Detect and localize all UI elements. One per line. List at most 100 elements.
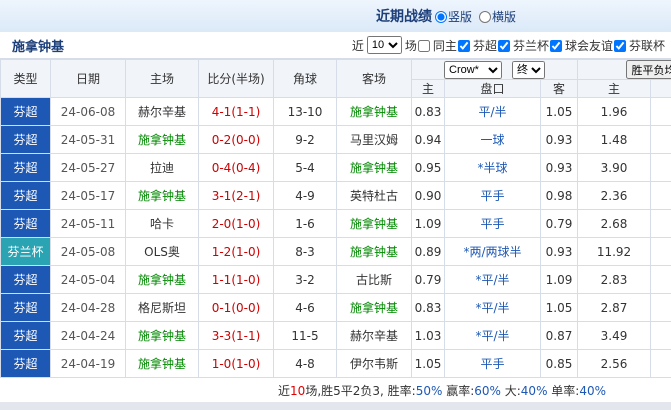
cell: 3-2: [273, 265, 337, 294]
cell: 0.79: [540, 209, 578, 238]
column-header: 角球: [273, 59, 337, 98]
cell: 1.05: [411, 349, 445, 378]
title-bar: 近期战绩 竖版 横版: [0, 0, 671, 32]
cell: [650, 265, 671, 294]
cell: 1.05: [540, 97, 578, 126]
filter-checkbox[interactable]: [549, 39, 562, 52]
cell: OLS奥: [125, 237, 199, 266]
match-row: 芬兰杯 24-05-08 OLS奥 1-2(1-0) 8-3 施拿钟基 0.89 *两/两球半…: [0, 237, 671, 266]
subcolumn-header: 主: [577, 79, 651, 98]
summary-part: 赢率:: [442, 384, 475, 398]
column-header: 类型: [0, 59, 51, 98]
column-header: 比分(半场): [198, 59, 274, 98]
toolbar: 施拿钟基 近 10 场 同主 芬超 芬兰杯 球会友谊 芬联杯: [0, 32, 671, 59]
cell: 施拿钟基: [336, 237, 412, 266]
summary-part: 近: [278, 384, 291, 398]
filter-label: 芬兰杯: [512, 38, 549, 53]
cell: 施拿钟基: [336, 209, 412, 238]
summary-part: 60%: [474, 384, 501, 398]
cell: 0.93: [540, 237, 578, 266]
cell: 平手: [444, 209, 541, 238]
layout-label: 竖版: [448, 9, 473, 24]
cell: 2.68: [577, 209, 651, 238]
match-row: 芬超 24-04-28 格尼斯坦 0-1(0-0) 4-6 施拿钟基 0.83 *平/半 1.0…: [0, 293, 671, 322]
type-cell: 芬超: [0, 349, 51, 378]
column-header: 日期: [50, 59, 126, 98]
cell: *平/半: [444, 321, 541, 350]
filter-checkbox[interactable]: [497, 39, 510, 52]
cell: 11-5: [273, 321, 337, 350]
cell: 1-1(1-0): [198, 265, 274, 294]
cell: [650, 153, 671, 182]
cell: [650, 349, 671, 378]
subcolumn-header: 盘口: [444, 79, 541, 98]
average-button[interactable]: 胜平负均值: [625, 60, 671, 79]
cell: 0.83: [411, 97, 445, 126]
filter-checkbox[interactable]: [613, 39, 626, 52]
cell: 5-4: [273, 153, 337, 182]
cell: 4-9: [273, 181, 337, 210]
cell: 施拿钟基: [336, 293, 412, 322]
cell: 1.03: [411, 321, 445, 350]
cell: 13-10: [273, 97, 337, 126]
summary: 近10场,胜5平2负3, 胜率:50% 赢率:60% 大:40% 单率:40%: [0, 378, 671, 404]
summary-part: 10: [290, 384, 306, 398]
filter-checkbox[interactable]: [417, 39, 430, 52]
type-cell: 芬超: [0, 125, 51, 154]
cell: 24-05-31: [50, 125, 126, 154]
cell: 英特杜古: [336, 181, 412, 210]
column-header: 主场: [125, 59, 199, 98]
count-select[interactable]: 10: [366, 36, 402, 54]
cell: 2.83: [577, 265, 651, 294]
subheader-row: 主盘口客主: [1, 79, 671, 98]
cell: 8-3: [273, 237, 337, 266]
cell: 一球: [444, 125, 541, 154]
filter-checkbox[interactable]: [457, 39, 470, 52]
cell: 2-0(1-0): [198, 209, 274, 238]
count-prefix: 近: [351, 38, 364, 53]
cell: 1.48: [577, 125, 651, 154]
layout-radio[interactable]: [435, 10, 447, 23]
match-row: 芬超 24-06-08 赫尔辛基 4-1(1-1) 13-10 施拿钟基 0.83 平/半 1.…: [0, 97, 671, 126]
cell: 赫尔辛基: [336, 321, 412, 350]
match-row: 芬超 24-05-11 哈卡 2-0(1-0) 1-6 施拿钟基 1.09 平手 0.79 2.6…: [0, 209, 671, 238]
type-cell: 芬超: [0, 97, 51, 126]
cell: 平手: [444, 349, 541, 378]
type-cell: 芬超: [0, 293, 51, 322]
stage-select[interactable]: 终: [512, 60, 545, 79]
cell: 1.09: [411, 209, 445, 238]
filter-label: 同主: [432, 38, 457, 53]
cell: 24-05-08: [50, 237, 126, 266]
type-cell: 芬超: [0, 153, 51, 182]
layout-radio[interactable]: [479, 10, 492, 23]
cell: 1.09: [540, 265, 578, 294]
cell: 0.85: [540, 349, 578, 378]
cell: 2.87: [577, 293, 651, 322]
cell: 24-05-17: [50, 181, 126, 210]
cell: 0.93: [540, 153, 578, 182]
layout-options: 竖版 横版: [434, 8, 522, 25]
summary-part: 40%: [520, 384, 548, 398]
cell: 4-8: [273, 349, 337, 378]
cell: [650, 181, 671, 210]
column-header: 客场: [336, 59, 412, 98]
cell: 施拿钟基: [125, 181, 199, 210]
count-suffix: 场: [404, 38, 417, 53]
cell: 施拿钟基: [336, 153, 412, 182]
cell: 平手: [444, 181, 541, 210]
cell: [650, 237, 671, 266]
cell: 格尼斯坦: [125, 293, 199, 322]
cell: 1-6: [273, 209, 337, 238]
subcolumn-header: 主: [411, 79, 445, 98]
cell: 平/半: [444, 97, 541, 126]
cell: 0.83: [411, 293, 445, 322]
company-select[interactable]: Crow*: [444, 60, 502, 79]
cell: 赫尔辛基: [125, 97, 199, 126]
summary-part: 场,胜5平2负3, 胜率:: [305, 384, 416, 398]
average-header: 胜平负均值: [577, 59, 671, 80]
cell: 施拿钟基: [125, 349, 199, 378]
filter-label: 芬超: [472, 38, 497, 53]
